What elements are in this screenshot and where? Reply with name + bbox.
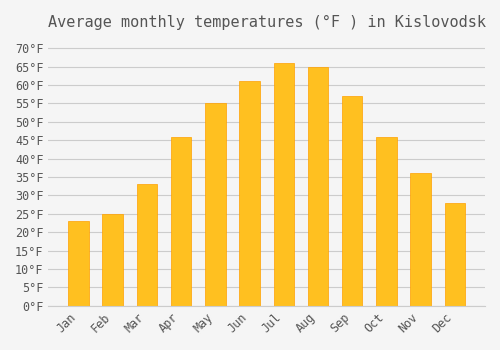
Title: Average monthly temperatures (°F ) in Kislovodsk: Average monthly temperatures (°F ) in Ki… xyxy=(48,15,486,30)
Bar xyxy=(136,184,157,306)
Bar xyxy=(68,221,88,306)
Bar xyxy=(274,63,294,306)
Bar xyxy=(410,173,431,306)
Bar xyxy=(342,96,362,306)
Bar xyxy=(444,203,465,306)
Bar xyxy=(240,82,260,306)
Bar xyxy=(205,104,226,306)
Bar xyxy=(308,66,328,306)
Bar xyxy=(171,136,192,306)
Bar xyxy=(102,214,123,306)
Bar xyxy=(376,136,396,306)
